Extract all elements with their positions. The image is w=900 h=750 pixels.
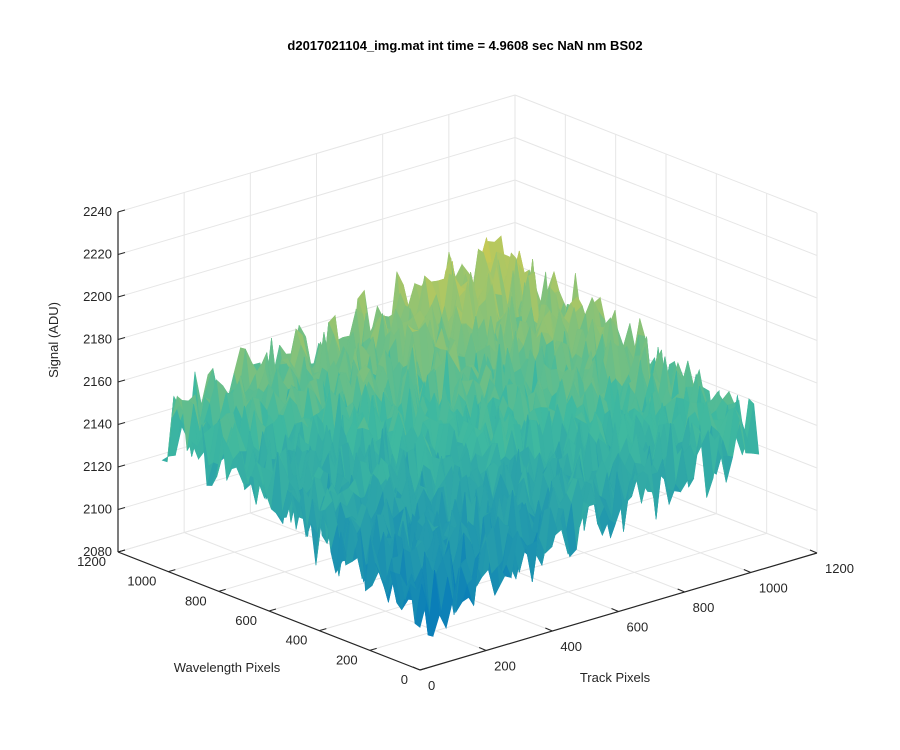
x-tick-mark	[809, 549, 818, 554]
x-tick-label: 600	[627, 620, 649, 635]
grid-line	[514, 94, 818, 214]
x-tick-mark	[478, 647, 487, 651]
x-tick-label: 1000	[759, 581, 788, 596]
z-tick-mark	[117, 209, 126, 213]
z-tick-label: 2240	[83, 204, 112, 219]
y-tick-mark	[319, 628, 327, 632]
z-tick-mark	[117, 464, 126, 468]
x-tick-mark	[611, 608, 619, 612]
y-tick-label: 0	[401, 672, 408, 687]
y-tick-mark	[117, 549, 126, 553]
grid-line	[117, 137, 516, 255]
y-tick-label: 1200	[77, 554, 106, 569]
y-tick-label: 800	[185, 593, 207, 608]
z-tick-label: 2100	[83, 502, 112, 517]
x-tick-label: 200	[494, 659, 516, 674]
x-tick-label: 0	[428, 678, 435, 693]
z-tick-label: 2080	[83, 544, 112, 559]
grid-line	[117, 179, 516, 298]
z-tick-label: 2160	[83, 374, 112, 389]
z-tick-label: 2200	[83, 289, 112, 304]
grid-line	[514, 264, 818, 384]
signal-surface	[161, 235, 760, 637]
chart-title: d2017021104_img.mat int time = 4.9608 se…	[287, 38, 642, 53]
y-axis-label: Wavelength Pixels	[174, 660, 281, 675]
y-tick-mark	[168, 569, 176, 573]
grid-line	[117, 222, 516, 340]
y-tick-mark	[268, 608, 277, 612]
x-tick-label: 800	[693, 600, 715, 615]
z-axis-label: Signal (ADU)	[46, 302, 61, 378]
z-tick-mark	[117, 422, 126, 425]
wavelength-axis-ticks: 0 200 400 600 800 1000 1200	[77, 549, 428, 687]
z-tick-label: 2220	[83, 247, 112, 262]
z-tick-mark	[117, 507, 126, 510]
grid-line	[369, 532, 767, 651]
y-tick-label: 1000	[127, 574, 156, 589]
z-tick-label: 2180	[83, 332, 112, 347]
grid-line	[319, 513, 717, 632]
z-tick-label: 2120	[83, 459, 112, 474]
track-axis-ticks: 0 200 400 600 800 1000 1200	[412, 549, 854, 693]
x-tick-label: 400	[560, 639, 582, 654]
y-tick-label: 200	[336, 652, 358, 667]
grid-line	[117, 94, 516, 213]
grid-line	[514, 137, 818, 256]
y-tick-label: 600	[235, 613, 257, 628]
grid-line	[514, 179, 818, 299]
y-tick-mark	[218, 588, 226, 592]
y-tick-label: 400	[286, 633, 308, 648]
y-tick-mark	[419, 667, 428, 671]
z-tick-label: 2140	[83, 417, 112, 432]
z-axis-ticks: 2080 2100 2120 2140 2160 2180 2200 2220 2240	[83, 204, 126, 559]
surface-cell	[414, 584, 427, 628]
x-tick-mark	[412, 666, 421, 671]
z-tick-mark	[117, 252, 126, 255]
y-tick-mark	[369, 647, 377, 651]
x-tick-label: 1200	[825, 561, 854, 576]
x-axis-label: Track Pixels	[580, 670, 651, 685]
x-tick-mark	[743, 569, 752, 573]
x-tick-mark	[677, 588, 685, 593]
x-tick-mark	[545, 627, 553, 632]
grid-line	[514, 222, 818, 341]
z-tick-mark	[117, 379, 126, 383]
z-tick-mark	[117, 294, 126, 298]
z-tick-mark	[117, 337, 126, 340]
